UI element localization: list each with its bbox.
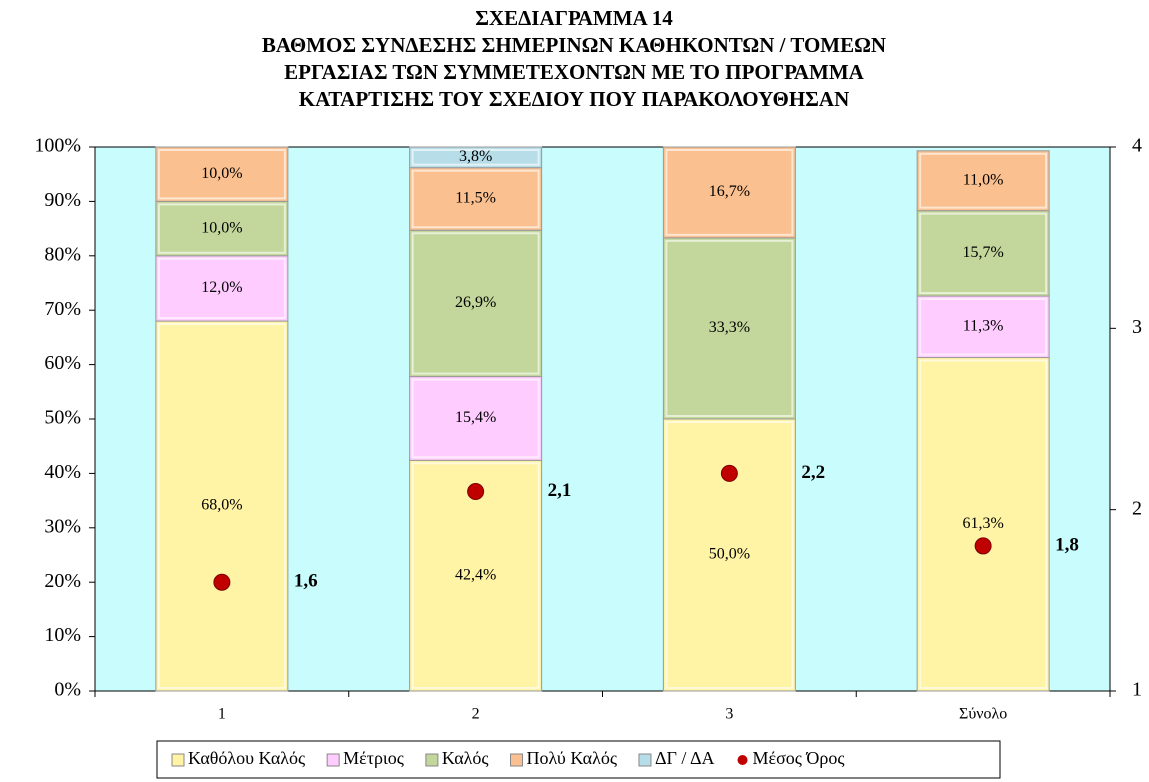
mean-point: [213, 573, 231, 591]
bar-segment: [155, 200, 289, 257]
bar-segment: [916, 357, 1050, 692]
legend-label: Μέσος Όρος: [753, 748, 845, 768]
legend-marker: [737, 755, 748, 765]
bar-segment: [916, 295, 1050, 359]
bar-segment: [409, 146, 543, 169]
y-tick-label: 10%: [44, 624, 81, 646]
legend-marker: [510, 753, 524, 767]
bar-bevel: [919, 359, 1048, 689]
bar-bevel: [665, 149, 794, 236]
data-label: 16,7%: [709, 183, 750, 200]
mean-label: 2,2: [801, 462, 825, 483]
y2-tick-label: 3: [1132, 316, 1142, 338]
legend-label: ΔΓ / ΔΑ: [655, 748, 715, 768]
mean-point: [974, 537, 992, 555]
data-label: 11,3%: [963, 317, 1004, 334]
x-tick-label: 2: [472, 706, 480, 723]
bar-bevel: [919, 298, 1048, 356]
y2-tick-label: 1: [1132, 679, 1142, 701]
bar-segment: [409, 229, 543, 378]
chart-title: ΣΧΕΔΙΑΓΡΑΜΜΑ 14: [475, 6, 673, 30]
bar-segment: [409, 167, 543, 231]
bar-bevel: [157, 323, 286, 689]
bar-segment: [662, 418, 796, 692]
y-tick-label: 0%: [54, 679, 81, 701]
bar-bevel: [411, 149, 540, 166]
x-tick-label: 3: [725, 706, 733, 723]
bar-segment: [662, 146, 796, 239]
bar-bevel: [919, 152, 1048, 209]
bar-segment: [155, 255, 289, 322]
mean-label: 2,1: [548, 480, 572, 501]
data-label: 3,8%: [459, 148, 492, 165]
y-tick-label: 100%: [34, 135, 81, 157]
bar-segment: [155, 146, 289, 202]
data-label: 11,0%: [963, 171, 1004, 188]
y-tick-label: 40%: [44, 461, 81, 483]
data-label: 26,9%: [455, 294, 496, 311]
bar-bevel: [157, 257, 286, 320]
x-tick-label: 1: [218, 706, 226, 723]
data-label: 61,3%: [962, 515, 1003, 532]
data-label: 42,4%: [455, 566, 496, 583]
data-label: 15,4%: [455, 409, 496, 426]
chart-title: ΚΑΤΑΡΤΙΣΗΣ ΤΟΥ ΣΧΕΔΙΟΥ ΠΟΥ ΠΑΡΑΚΟΛΟΥΘΗΣΑ…: [299, 87, 849, 111]
legend-label: Μέτριος: [343, 748, 404, 768]
data-label: 50,0%: [709, 546, 750, 563]
legend-marker: [171, 753, 185, 767]
data-label: 33,3%: [709, 319, 750, 336]
data-label: 11,5%: [455, 190, 496, 207]
data-label: 68,0%: [201, 497, 242, 514]
y2-tick-label: 2: [1132, 497, 1142, 519]
data-label: 10,0%: [201, 219, 242, 236]
data-label: 15,7%: [962, 244, 1003, 261]
bar-segment: [155, 320, 289, 692]
bar-segment: [916, 150, 1050, 212]
legend-label: Καλός: [442, 748, 489, 768]
y2-tick-label: 4: [1132, 135, 1142, 157]
legend-marker: [425, 753, 439, 767]
y-tick-label: 70%: [44, 298, 81, 320]
y-tick-label: 50%: [44, 407, 81, 429]
legend-marker: [326, 753, 340, 767]
x-tick-label: Σύνολο: [959, 706, 1007, 723]
bar-bevel: [411, 169, 540, 229]
bar-bevel: [411, 232, 540, 375]
legend-label: Πολύ Καλός: [527, 748, 617, 768]
bar-bevel: [157, 203, 286, 254]
bar-bevel: [919, 212, 1048, 295]
y-tick-label: 80%: [44, 243, 81, 265]
bar-bevel: [665, 421, 794, 689]
legend: [156, 740, 1001, 779]
y-tick-label: 30%: [44, 515, 81, 537]
data-label: 12,0%: [201, 279, 242, 296]
mean-point: [467, 483, 485, 501]
mean-point: [720, 464, 738, 482]
bar-segment: [662, 237, 796, 420]
legend-marker: [638, 753, 652, 767]
bar-bevel: [411, 462, 540, 689]
y-tick-label: 20%: [44, 570, 81, 592]
legend-label: Καθόλου Καλός: [188, 748, 305, 768]
mean-label: 1,8: [1055, 534, 1079, 555]
y-tick-label: 60%: [44, 352, 81, 374]
chart-title: ΒΑΘΜΟΣ ΣΥΝΔΕΣΗΣ ΣΗΜΕΡΙΝΩΝ ΚΑΘΗΚΟΝΤΩΝ / Τ…: [262, 33, 886, 57]
y-tick-label: 90%: [44, 189, 81, 211]
mean-label: 1,6: [294, 571, 318, 592]
data-label: 10,0%: [201, 165, 242, 182]
bar-bevel: [411, 378, 540, 459]
bar-bevel: [157, 149, 286, 200]
chart-title: ΕΡΓΑΣΙΑΣ ΤΩΝ ΣΥΜΜΕΤΕΧΟΝΤΩΝ ΜΕ ΤΟ ΠΡΟΓΡΑΜ…: [284, 60, 865, 84]
bar-segment: [409, 376, 543, 461]
bar-bevel: [665, 239, 794, 417]
